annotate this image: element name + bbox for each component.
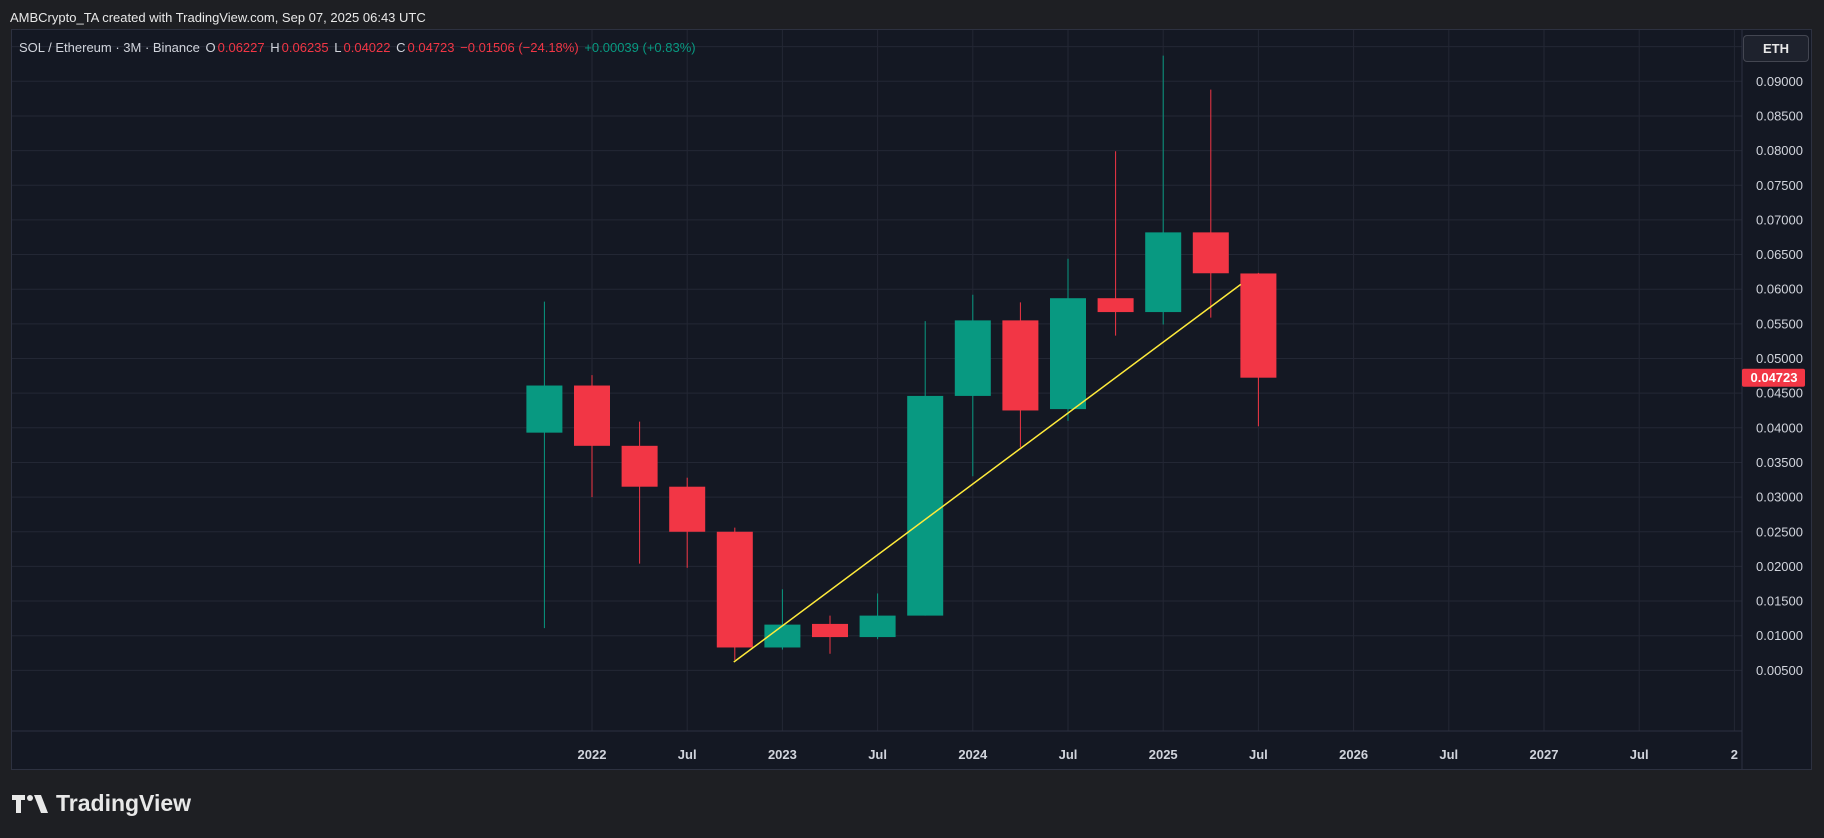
candle-body[interactable] bbox=[1192, 232, 1229, 274]
legend-close-label: C bbox=[396, 40, 406, 55]
currency-button[interactable]: ETH bbox=[1743, 35, 1809, 62]
candle-body[interactable] bbox=[907, 395, 944, 616]
y-tick-label: 0.02500 bbox=[1756, 524, 1803, 539]
candle-body[interactable] bbox=[621, 445, 658, 487]
legend-change-secondary: +0.00039 (+0.83%) bbox=[584, 40, 696, 55]
legend-low-label: L bbox=[334, 40, 342, 55]
y-tick-label: 0.02000 bbox=[1756, 559, 1803, 574]
y-tick-label: 0.09000 bbox=[1756, 74, 1803, 89]
candle-body[interactable] bbox=[764, 624, 801, 648]
candle-body[interactable] bbox=[812, 623, 848, 638]
tradingview-logo[interactable]: TradingView bbox=[12, 790, 191, 817]
y-tick-label: 0.07000 bbox=[1756, 212, 1803, 227]
y-tick-label: 0.08000 bbox=[1756, 143, 1803, 158]
candle-body[interactable] bbox=[859, 615, 896, 638]
y-tick-label: 0.00500 bbox=[1756, 663, 1803, 678]
y-tick-label: 0.03500 bbox=[1756, 455, 1803, 470]
y-tick-label: 0.03000 bbox=[1756, 490, 1803, 505]
legend-open-label: O bbox=[205, 40, 216, 55]
x-tick-label: 2022 bbox=[578, 747, 607, 762]
x-tick-label: Jul bbox=[868, 747, 887, 762]
y-tick-label: 0.04500 bbox=[1756, 386, 1803, 401]
x-tick-label: 2027 bbox=[1530, 747, 1559, 762]
y-tick-label: 0.05000 bbox=[1756, 351, 1803, 366]
x-tick-label: Jul bbox=[1059, 747, 1078, 762]
candle-body[interactable] bbox=[1145, 232, 1182, 313]
x-tick-label: 2023 bbox=[768, 747, 797, 762]
legend-close-value: 0.04723 bbox=[407, 40, 455, 55]
x-tick-label: Jul bbox=[1630, 747, 1649, 762]
legend-low-value: 0.04022 bbox=[343, 40, 391, 55]
trendline[interactable] bbox=[733, 283, 1242, 663]
x-tick-label: 2 bbox=[1731, 747, 1738, 762]
x-tick-label: 2025 bbox=[1149, 747, 1178, 762]
candle-body[interactable] bbox=[1002, 320, 1039, 411]
y-tick-label: 0.01500 bbox=[1756, 594, 1803, 609]
candle-body[interactable] bbox=[1240, 273, 1277, 378]
x-tick-label: Jul bbox=[678, 747, 697, 762]
x-tick-label: 2024 bbox=[958, 747, 988, 762]
candle-body[interactable] bbox=[716, 531, 753, 648]
y-tick-label: 0.06000 bbox=[1756, 282, 1803, 297]
tradingview-logo-text: TradingView bbox=[56, 790, 192, 816]
y-tick-label: 0.07500 bbox=[1756, 178, 1803, 193]
legend-high-value: 0.06235 bbox=[281, 40, 329, 55]
last-price-label: 0.04723 bbox=[1751, 370, 1798, 385]
candle-body[interactable] bbox=[669, 486, 706, 532]
chart-frame: 0.00500 0.01000 0.01500 0.02000 0.02500 0.030… bbox=[11, 29, 1812, 770]
legend-symbol[interactable]: SOL / Ethereum · 3M · Binance bbox=[19, 40, 200, 55]
x-tick-label: Jul bbox=[1439, 747, 1458, 762]
x-tick-label: 2026 bbox=[1339, 747, 1368, 762]
candlestick-chart[interactable]: 0.00500 0.01000 0.01500 0.02000 0.02500 0.030… bbox=[12, 30, 1811, 769]
candle-body[interactable] bbox=[526, 385, 563, 433]
candle-body[interactable] bbox=[1097, 298, 1134, 313]
y-tick-label: 0.05500 bbox=[1756, 316, 1803, 331]
candle-body[interactable] bbox=[574, 385, 610, 446]
tradingview-logo-icon bbox=[12, 794, 48, 813]
symbol-legend: SOL / Ethereum · 3M · Binance O 0.06227 H… bbox=[19, 40, 698, 55]
y-tick-label: 0.04000 bbox=[1756, 420, 1803, 435]
y-tick-label: 0.06500 bbox=[1756, 247, 1803, 262]
y-tick-label: 0.08500 bbox=[1756, 108, 1803, 123]
x-tick-label: Jul bbox=[1249, 747, 1268, 762]
attribution-text: AMBCrypto_TA created with TradingView.co… bbox=[10, 10, 426, 25]
legend-open-value: 0.06227 bbox=[217, 40, 265, 55]
candle-body[interactable] bbox=[954, 320, 991, 396]
candle-body[interactable] bbox=[1050, 298, 1086, 410]
legend-high-label: H bbox=[270, 40, 280, 55]
last-price-badge bbox=[1742, 368, 1805, 387]
legend-change: −0.01506 (−24.18%) bbox=[460, 40, 579, 55]
y-tick-label: 0.01000 bbox=[1756, 628, 1803, 643]
